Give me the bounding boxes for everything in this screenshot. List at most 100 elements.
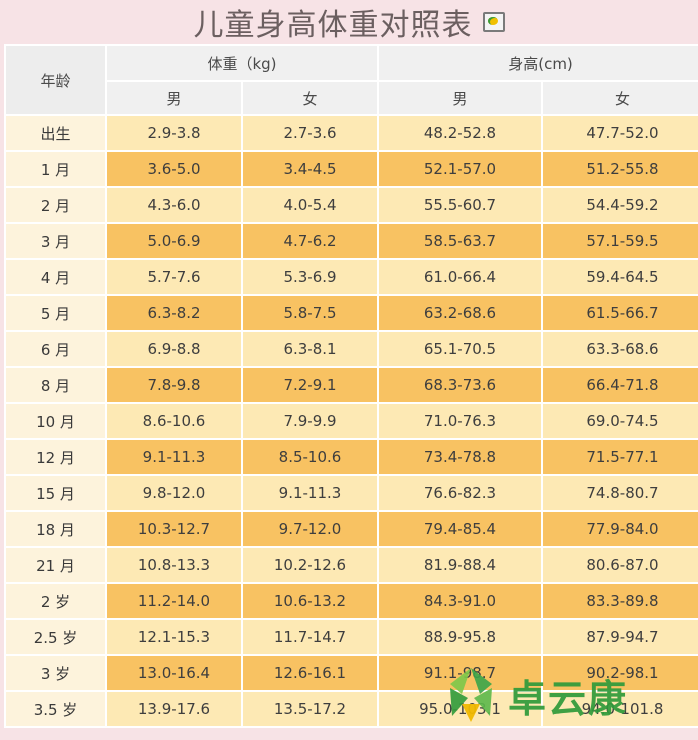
height-male-cell: 68.3-73.6 — [377, 366, 543, 404]
weight-male-cell: 4.3-6.0 — [105, 186, 243, 224]
leaf-logo-icon — [450, 668, 492, 722]
height-male-cell: 48.2-52.8 — [377, 114, 543, 152]
height-male-cell: 79.4-85.4 — [377, 510, 543, 548]
height-female-cell: 77.9-84.0 — [540, 510, 698, 548]
title-text: 儿童身高体重对照表 — [193, 8, 473, 43]
weight-male-cell: 13.9-17.6 — [105, 690, 243, 728]
table-row: 6 月 6.9-8.8 6.3-8.1 65.1-70.5 63.3-68.6 — [4, 330, 698, 368]
age-cell: 4 月 — [4, 258, 107, 296]
table-row: 21 月 10.8-13.3 10.2-12.6 81.9-88.4 80.6-87.0 — [4, 546, 698, 584]
height-female-cell: 87.9-94.7 — [540, 618, 698, 656]
weight-female-cell: 3.4-4.5 — [241, 150, 379, 188]
table-row: 1 月 3.6-5.0 3.4-4.5 52.1-57.0 51.2-55.8 — [4, 150, 698, 188]
height-female-cell: 69.0-74.5 — [540, 402, 698, 440]
age-cell: 15 月 — [4, 474, 107, 512]
weight-female-cell: 4.0-5.4 — [241, 186, 379, 224]
table-row: 3.5 岁 13.9-17.6 13.5-17.2 95.0-103.1 94.0-10… — [4, 690, 698, 728]
height-male-cell: 63.2-68.6 — [377, 294, 543, 332]
weight-female-cell: 6.3-8.1 — [241, 330, 379, 368]
height-female-cell: 66.4-71.8 — [540, 366, 698, 404]
height-weight-table: 年龄 体重（kg) 身高(cm) 男 女 男 女 出生 2.9-3.8 2.7-3.… — [4, 44, 698, 728]
age-cell: 21 月 — [4, 546, 107, 584]
weight-female-cell: 8.5-10.6 — [241, 438, 379, 476]
height-male-cell: 76.6-82.3 — [377, 474, 543, 512]
weight-male-cell: 10.3-12.7 — [105, 510, 243, 548]
height-female-cell: 71.5-77.1 — [540, 438, 698, 476]
height-female-cell: 51.2-55.8 — [540, 150, 698, 188]
weight-male-cell: 3.6-5.0 — [105, 150, 243, 188]
height-female-cell: 61.5-66.7 — [540, 294, 698, 332]
weight-male-cell: 11.2-14.0 — [105, 582, 243, 620]
height-female-cell: 47.7-52.0 — [540, 114, 698, 152]
height-female-cell: 90.2-98.1 — [540, 654, 698, 692]
weight-female-cell: 9.1-11.3 — [241, 474, 379, 512]
weight-female-cell: 10.2-12.6 — [241, 546, 379, 584]
height-female-cell: 94.0-101.8 — [540, 690, 698, 728]
weight-female-cell: 13.5-17.2 — [241, 690, 379, 728]
table-row: 12 月 9.1-11.3 8.5-10.6 73.4-78.8 71.5-77.1 — [4, 438, 698, 476]
height-female-cell: 59.4-64.5 — [540, 258, 698, 296]
table-row: 2.5 岁 12.1-15.3 11.7-14.7 88.9-95.8 87.9-94.… — [4, 618, 698, 656]
weight-male-cell: 9.1-11.3 — [105, 438, 243, 476]
weight-male-cell: 12.1-15.3 — [105, 618, 243, 656]
header-height-male: 男 — [377, 80, 543, 116]
height-female-cell: 80.6-87.0 — [540, 546, 698, 584]
height-male-cell: 58.5-63.7 — [377, 222, 543, 260]
age-cell: 5 月 — [4, 294, 107, 332]
age-cell: 2.5 岁 — [4, 618, 107, 656]
height-male-cell: 88.9-95.8 — [377, 618, 543, 656]
page-title: 儿童身高体重对照表 — [0, 0, 698, 44]
table-row: 出生 2.9-3.8 2.7-3.6 48.2-52.8 47.7-52.0 — [4, 114, 698, 152]
age-cell: 12 月 — [4, 438, 107, 476]
age-cell: 3.5 岁 — [4, 690, 107, 728]
height-male-cell: 71.0-76.3 — [377, 402, 543, 440]
height-male-cell: 65.1-70.5 — [377, 330, 543, 368]
watermark-text: 卓云康 — [508, 676, 629, 721]
table-row: 2 岁 11.2-14.0 10.6-13.2 84.3-91.0 83.3-89.8 — [4, 582, 698, 620]
height-female-cell: 63.3-68.6 — [540, 330, 698, 368]
header-weight-male: 男 — [105, 80, 243, 116]
weight-male-cell: 5.0-6.9 — [105, 222, 243, 260]
height-female-cell: 57.1-59.5 — [540, 222, 698, 260]
age-cell: 10 月 — [4, 402, 107, 440]
age-cell: 1 月 — [4, 150, 107, 188]
age-cell: 出生 — [4, 114, 107, 152]
watermark: 卓云康 — [440, 660, 690, 730]
weight-female-cell: 2.7-3.6 — [241, 114, 379, 152]
height-female-cell: 83.3-89.8 — [540, 582, 698, 620]
height-female-cell: 54.4-59.2 — [540, 186, 698, 224]
weight-female-cell: 9.7-12.0 — [241, 510, 379, 548]
weight-male-cell: 10.8-13.3 — [105, 546, 243, 584]
header-age: 年龄 — [4, 44, 107, 116]
weight-female-cell: 7.2-9.1 — [241, 366, 379, 404]
height-male-cell: 61.0-66.4 — [377, 258, 543, 296]
age-cell: 18 月 — [4, 510, 107, 548]
age-cell: 2 岁 — [4, 582, 107, 620]
weight-male-cell: 8.6-10.6 — [105, 402, 243, 440]
weight-male-cell: 7.8-9.8 — [105, 366, 243, 404]
height-male-cell: 81.9-88.4 — [377, 546, 543, 584]
table-row: 2 月 4.3-6.0 4.0-5.4 55.5-60.7 54.4-59.2 — [4, 186, 698, 224]
weight-female-cell: 12.6-16.1 — [241, 654, 379, 692]
age-cell: 3 岁 — [4, 654, 107, 692]
weight-male-cell: 2.9-3.8 — [105, 114, 243, 152]
weight-female-cell: 5.3-6.9 — [241, 258, 379, 296]
table-body: 出生 2.9-3.8 2.7-3.6 48.2-52.8 47.7-52.0 1 月 3.6… — [4, 114, 698, 728]
table-row: 10 月 8.6-10.6 7.9-9.9 71.0-76.3 69.0-74.5 — [4, 402, 698, 440]
table-row: 4 月 5.7-7.6 5.3-6.9 61.0-66.4 59.4-64.5 — [4, 258, 698, 296]
header-height-female: 女 — [540, 80, 698, 116]
age-cell: 8 月 — [4, 366, 107, 404]
weight-female-cell: 7.9-9.9 — [241, 402, 379, 440]
height-female-cell: 74.8-80.7 — [540, 474, 698, 512]
weight-male-cell: 6.3-8.2 — [105, 294, 243, 332]
weight-female-cell: 10.6-13.2 — [241, 582, 379, 620]
weight-male-cell: 9.8-12.0 — [105, 474, 243, 512]
height-male-cell: 55.5-60.7 — [377, 186, 543, 224]
weight-female-cell: 11.7-14.7 — [241, 618, 379, 656]
weight-male-cell: 5.7-7.6 — [105, 258, 243, 296]
header-weight-female: 女 — [241, 80, 379, 116]
weight-male-cell: 13.0-16.4 — [105, 654, 243, 692]
table-row: 3 月 5.0-6.9 4.7-6.2 58.5-63.7 57.1-59.5 — [4, 222, 698, 260]
age-cell: 2 月 — [4, 186, 107, 224]
height-male-cell: 52.1-57.0 — [377, 150, 543, 188]
